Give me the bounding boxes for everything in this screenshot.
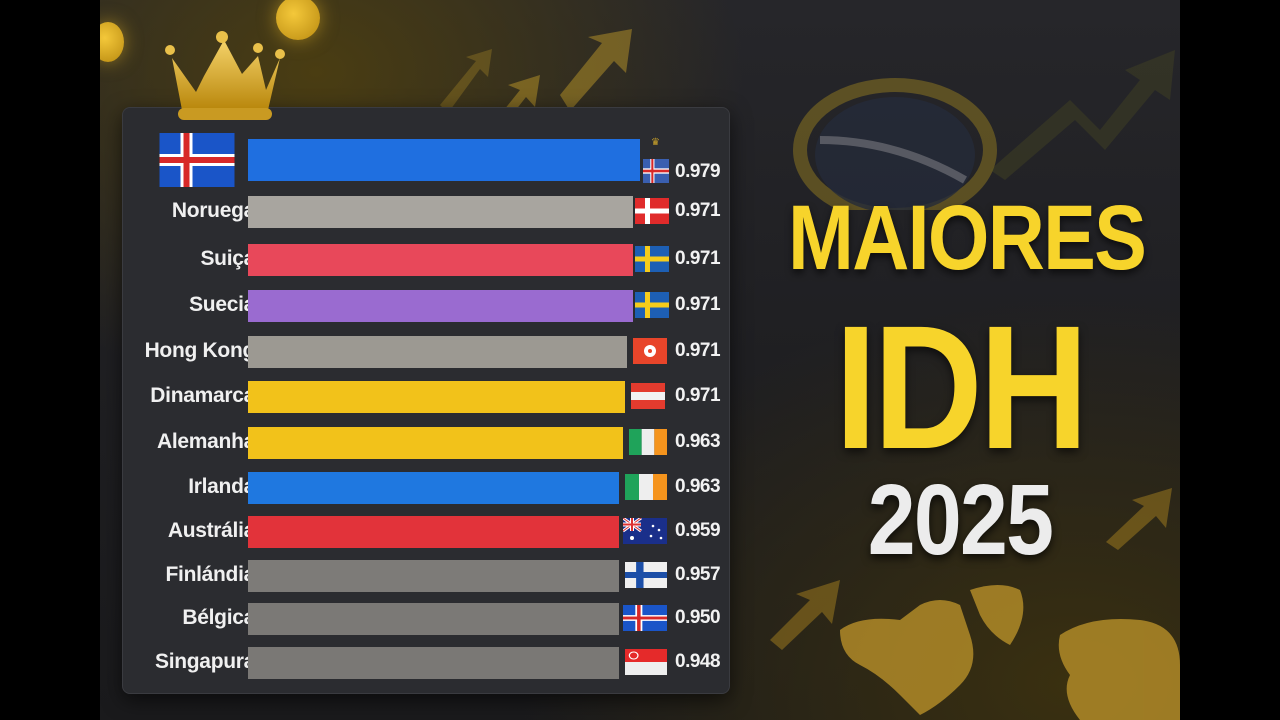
country-label: Austrália bbox=[167, 519, 255, 542]
chart-row-3: Suiça 0.971 bbox=[123, 242, 729, 278]
chart-bar bbox=[248, 244, 633, 276]
country-label: Alemanha bbox=[157, 430, 255, 453]
country-label: Noruega bbox=[171, 199, 255, 222]
crown-icon bbox=[165, 31, 285, 120]
gold-coin-icon bbox=[276, 0, 320, 40]
chart-row-12: Singapura 0.948 bbox=[123, 645, 729, 681]
country-label: Dinamarca bbox=[150, 384, 255, 407]
chart-bar bbox=[248, 290, 633, 322]
world-map-icon bbox=[840, 585, 1180, 720]
trend-arrow-icon bbox=[770, 580, 840, 650]
gold-coin-icon bbox=[100, 22, 124, 62]
crown-mini-icon: ♛ bbox=[651, 137, 660, 148]
thumbnail-canvas: ♛ 0.979 Noruega 0.971 Suiça 0.971 bbox=[100, 0, 1180, 720]
idh-value: 0.971 bbox=[675, 294, 721, 315]
ireland-flag-icon bbox=[625, 474, 667, 500]
ireland-flag-icon bbox=[629, 429, 667, 455]
country-label: Suiça bbox=[200, 247, 255, 270]
country-label: Suecia bbox=[189, 293, 255, 316]
iceland-flag-icon bbox=[159, 133, 235, 187]
chart-bar bbox=[248, 196, 633, 228]
sweden-flag-icon bbox=[635, 292, 669, 318]
chart-row-11: Bélgica 0.950 bbox=[123, 601, 729, 637]
title-year: 2025 bbox=[867, 464, 1054, 576]
denmark-flag-icon bbox=[635, 198, 669, 224]
chart-row-7: Alemanha 0.963 bbox=[123, 425, 729, 461]
idh-value: 0.963 bbox=[675, 431, 721, 452]
chart-bar bbox=[248, 603, 619, 635]
trend-arrow-icon bbox=[1106, 488, 1172, 550]
idh-value: 0.959 bbox=[675, 520, 721, 541]
country-label: Finlándia bbox=[165, 563, 256, 586]
chart-row-9: Austrália 0.959 bbox=[123, 514, 729, 550]
chart-bar bbox=[248, 381, 625, 413]
chart-row-2: Noruega 0.971 bbox=[123, 194, 729, 230]
chart-row-8: Irlanda 0.963 bbox=[123, 470, 729, 506]
chart-row-6: Dinamarca 0.971 bbox=[123, 379, 729, 415]
singapore-flag-icon bbox=[625, 649, 667, 675]
australia-flag-icon bbox=[623, 518, 667, 544]
idh-value: 0.957 bbox=[675, 564, 721, 585]
chart-bar bbox=[248, 336, 627, 368]
austria-flag-icon bbox=[631, 383, 665, 409]
trend-arrow-icon bbox=[990, 50, 1175, 180]
finland-flag-icon bbox=[625, 562, 667, 588]
brazil-flag-watermark bbox=[793, 78, 997, 210]
iceland-flag-icon bbox=[643, 159, 669, 183]
sweden-flag-icon bbox=[635, 246, 669, 272]
country-label: Singapura bbox=[155, 650, 255, 673]
country-label: Irlanda bbox=[188, 475, 255, 498]
chart-bar bbox=[248, 516, 619, 548]
idh-value: 0.948 bbox=[675, 651, 721, 672]
idh-value: 0.971 bbox=[675, 248, 721, 269]
chart-bar bbox=[248, 647, 619, 679]
title-maiores: MAIORES bbox=[788, 187, 1147, 289]
hongkong-flag-icon bbox=[633, 338, 667, 364]
chart-bar bbox=[248, 427, 623, 459]
chart-bar bbox=[248, 472, 619, 504]
idh-value: 0.971 bbox=[675, 385, 721, 406]
iceland-flag-icon bbox=[623, 605, 667, 631]
idh-value: 0.971 bbox=[675, 340, 721, 361]
idh-value: 0.950 bbox=[675, 607, 721, 628]
country-label: Bélgica bbox=[182, 606, 255, 629]
title-idh: IDH bbox=[834, 290, 1089, 486]
chart-bar bbox=[248, 560, 619, 592]
ranking-chart-panel: ♛ 0.979 Noruega 0.971 Suiça 0.971 bbox=[122, 107, 730, 694]
idh-value: 0.963 bbox=[675, 476, 721, 497]
chart-row-5: Hong Kong 0.971 bbox=[123, 334, 729, 370]
chart-row-4: Suecia 0.971 bbox=[123, 288, 729, 324]
country-label: Hong Kong bbox=[144, 339, 256, 362]
chart-row-10: Finlándia 0.957 bbox=[123, 558, 729, 594]
idh-value: 0.971 bbox=[675, 200, 721, 221]
chart-bar bbox=[248, 139, 640, 181]
idh-value: 0.979 bbox=[675, 161, 721, 182]
chart-row-1: ♛ 0.979 bbox=[123, 133, 729, 187]
